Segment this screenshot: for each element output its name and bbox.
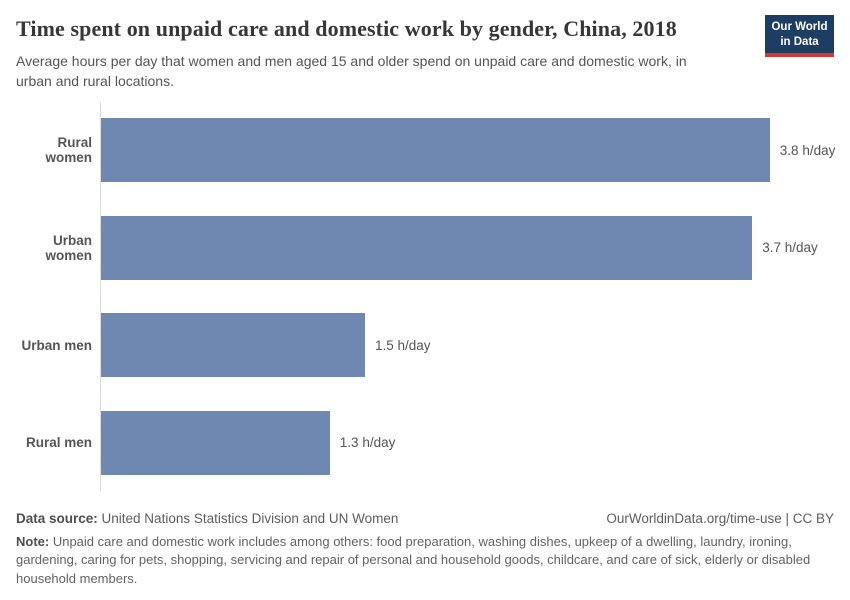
bar-track: 1.3 h/day — [101, 410, 834, 475]
bar-urban-men[interactable] — [101, 313, 365, 378]
chart-subtitle: Average hours per day that women and men… — [16, 53, 687, 90]
footer: Data source: United Nations Statistics D… — [16, 511, 834, 588]
bar-rural-men[interactable] — [101, 410, 330, 475]
bar-row: Rural men 1.3 h/day — [16, 394, 834, 492]
data-source: Data source: United Nations Statistics D… — [16, 511, 398, 526]
data-source-label: Data source: — [16, 510, 98, 526]
chart-note: Note: Unpaid care and domestic work incl… — [16, 533, 834, 588]
value-label: 3.8 h/day — [779, 142, 836, 158]
value-label: 1.5 h/day — [375, 337, 431, 353]
bar-rural-women[interactable] — [101, 118, 770, 183]
category-label: Urban women — [45, 232, 92, 263]
category-label: Rural men — [25, 435, 92, 451]
value-label: 1.3 h/day — [339, 435, 396, 451]
category-label: Urban men — [21, 337, 92, 353]
attribution-link[interactable]: OurWorldinData.org/time-use | CC BY — [606, 510, 834, 526]
bar-chart: Rural women 3.8 h/day Urban women 3.7 h/day… — [16, 101, 836, 492]
chart-title: Time spent on unpaid care and domestic w… — [16, 16, 677, 41]
bar-track: 1.5 h/day — [101, 313, 834, 378]
owid-logo-line1: Our World — [771, 21, 828, 33]
header: Time spent on unpaid care and domestic w… — [16, 14, 834, 92]
owid-logo-line2: in Data — [780, 35, 819, 48]
bar-track: 3.7 h/day — [101, 215, 834, 280]
bar-urban-women[interactable] — [101, 215, 753, 280]
bar-row: Rural women 3.8 h/day — [16, 102, 836, 200]
bar-track: 3.8 h/day — [101, 118, 836, 183]
note-label: Note: — [16, 533, 50, 549]
sources-row: Data source: United Nations Statistics D… — [16, 511, 834, 526]
note-text: Unpaid care and domestic work includes a… — [16, 533, 811, 586]
data-source-text: United Nations Statistics Division and U… — [97, 510, 399, 526]
category-label: Rural women — [45, 135, 92, 166]
bar-row: Urban women 3.7 h/day — [16, 199, 834, 297]
header-text: Time spent on unpaid care and domestic w… — [16, 14, 716, 92]
owid-logo[interactable]: Our World in Data — [765, 15, 834, 58]
bar-row: Urban men 1.5 h/day — [16, 297, 834, 395]
y-axis-line — [100, 101, 101, 492]
value-label: 3.7 h/day — [762, 240, 818, 256]
